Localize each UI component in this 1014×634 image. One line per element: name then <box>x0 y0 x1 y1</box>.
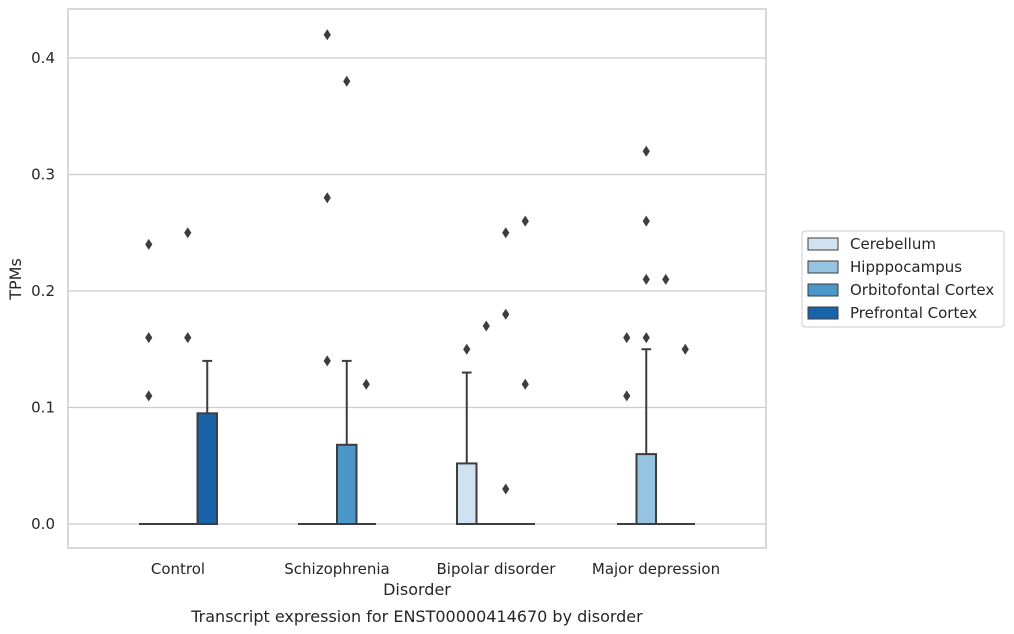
x-tick-label-1: Schizophrenia <box>284 560 389 578</box>
outlier-point <box>681 343 689 355</box>
legend-item-0: Cerebellum <box>807 235 936 253</box>
legend-item-1: Hipppocampus <box>807 258 962 276</box>
y-axis-label: TPMs <box>6 258 25 301</box>
box-2-2 <box>496 227 516 525</box>
x-tick-label-0: Control <box>151 560 205 578</box>
outlier-point <box>145 332 153 344</box>
y-tick-labels: 0.0 0.1 0.2 0.3 0.4 <box>31 49 55 533</box>
outlier-point <box>642 215 650 227</box>
box-2-1 <box>336 75 358 525</box>
legend: Cerebellum Hipppocampus Orbitofontal Corte… <box>801 230 1005 328</box>
outlier-point <box>362 378 370 390</box>
box-body <box>196 412 218 526</box>
outlier-point <box>323 355 331 367</box>
x-tick-label-3: Major depression <box>592 560 720 578</box>
box-body <box>336 443 358 525</box>
outlier-point <box>482 320 490 332</box>
chart-caption: Transcript expression for ENST0000041467… <box>190 607 643 626</box>
x-axis-label: Disorder <box>383 580 451 599</box>
outlier-point <box>184 227 192 239</box>
box-3-2 <box>515 215 535 525</box>
outlier-point <box>623 390 631 402</box>
box-3-3 <box>675 343 695 525</box>
outlier-point <box>662 273 670 285</box>
outlier-point <box>642 145 650 157</box>
y-tick-label-3: 0.3 <box>31 166 55 184</box>
legend-label: Cerebellum <box>850 235 936 253</box>
legend-label: Hipppocampus <box>850 258 962 276</box>
box-0-3 <box>617 332 637 525</box>
box-0-2 <box>456 343 478 526</box>
outlier-point <box>145 238 153 250</box>
outlier-point <box>145 390 153 402</box>
x-tick-label-2: Bipolar disorder <box>437 560 557 578</box>
x-tick-labels: Control Schizophrenia Bipolar disorder Majo… <box>151 560 720 578</box>
legend-item-3: Prefrontal Cortex <box>807 304 977 322</box>
legend-swatch <box>807 306 839 320</box>
y-tick-label-2: 0.2 <box>31 282 55 300</box>
box-3-1 <box>356 378 376 525</box>
plot-area-frame <box>67 8 767 549</box>
outlier-point <box>502 308 510 320</box>
outlier-point <box>623 332 631 344</box>
outlier-point <box>521 378 529 390</box>
box-body <box>456 462 478 526</box>
y-tick-label-1: 0.1 <box>31 399 55 417</box>
box-0-0 <box>139 238 159 525</box>
box-1-3 <box>635 145 657 526</box>
y-tick-label-4: 0.4 <box>31 49 55 67</box>
box-3-0 <box>196 359 218 526</box>
outlier-point <box>502 483 510 495</box>
outlier-point <box>463 343 471 355</box>
legend-item-2: Orbitofontal Cortex <box>807 281 994 299</box>
y-tick-label-0: 0.0 <box>31 515 55 533</box>
outlier-point <box>323 29 331 41</box>
outlier-point <box>502 227 510 239</box>
box-2-3 <box>656 273 676 525</box>
box-body <box>635 453 657 526</box>
legend-swatch <box>807 237 839 251</box>
outlier-point <box>521 215 529 227</box>
legend-swatch <box>807 260 839 274</box>
box-1-2 <box>476 320 496 525</box>
legend-swatch <box>807 283 839 297</box>
box-marks <box>139 29 695 526</box>
box-2-0 <box>178 227 198 525</box>
outlier-point <box>343 75 351 87</box>
outlier-point <box>323 192 331 204</box>
legend-label: Orbitofontal Cortex <box>850 281 994 299</box>
grid-lines <box>68 57 766 525</box>
outlier-point <box>642 273 650 285</box>
box-1-1 <box>317 29 337 525</box>
legend-frame <box>801 230 1005 328</box>
legend-label: Prefrontal Cortex <box>850 304 977 322</box>
outlier-point <box>184 332 192 344</box>
outlier-point <box>642 332 650 344</box>
